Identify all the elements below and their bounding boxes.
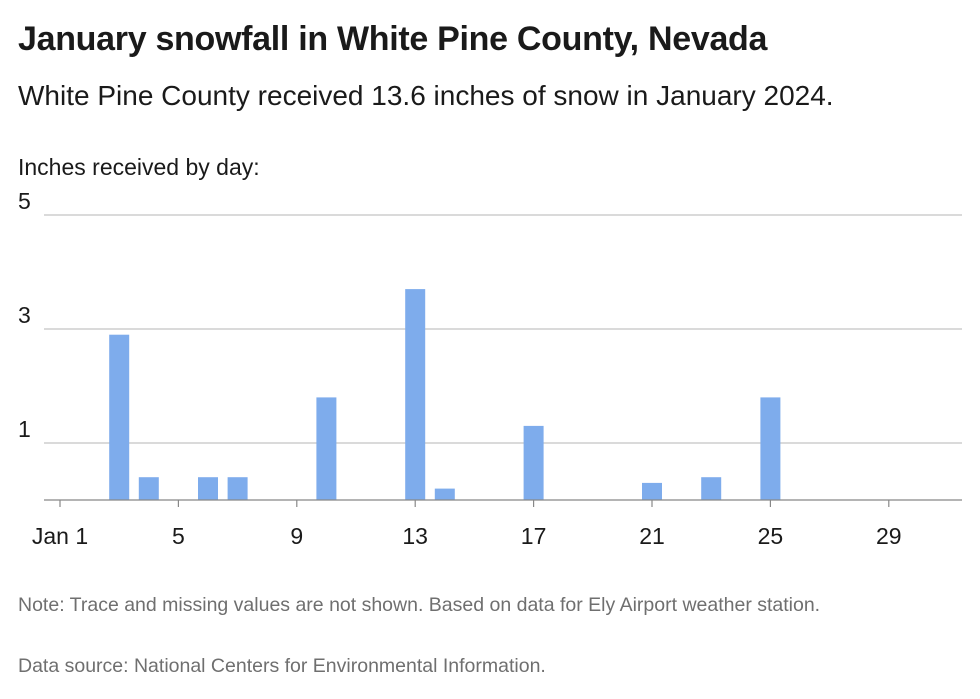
chart-title: January snowfall in White Pine County, N… [18,20,768,58]
bar-jan-7 [227,477,248,500]
y-axis-unit-label: Inches received by day: [18,154,260,180]
bar-jan-10 [316,397,337,500]
x-tick-label: 17 [521,523,547,549]
bar-jan-3 [109,334,130,500]
bar-jan-14 [434,488,455,500]
y-tick-label: 1 [18,416,31,442]
chart-note: Note: Trace and missing values are not s… [18,594,821,616]
bar-jan-21 [642,482,662,500]
bar-chart: 135 Jan 1 5 9 13 17 21 25 29 [18,190,962,549]
bar-jan-17 [523,425,544,500]
bar-jan-23 [701,477,722,500]
x-axis: Jan 1 5 9 13 17 21 25 29 [32,499,962,549]
bar-jan-25 [760,397,781,500]
x-tick-label: 5 [172,523,185,549]
gridlines: 1 3 5 [18,190,962,444]
y-tick-label: 3 [18,302,31,328]
bar-jan-13 [405,289,426,500]
x-tick-label: 13 [402,523,428,549]
x-tick-label: 25 [758,523,784,549]
x-tick-label: Jan 1 [32,523,88,549]
x-tick-label: 21 [639,523,665,549]
bar-jan-4 [138,477,159,500]
y-tick-label: 5 [18,190,31,214]
bars [109,289,781,500]
bar-jan-6 [198,477,218,500]
chart-subtitle: White Pine County received 13.6 inches o… [18,80,834,111]
x-tick-label: 9 [290,523,303,549]
x-tick-label: 29 [876,523,902,549]
data-source: Data source: National Centers for Enviro… [18,655,546,677]
